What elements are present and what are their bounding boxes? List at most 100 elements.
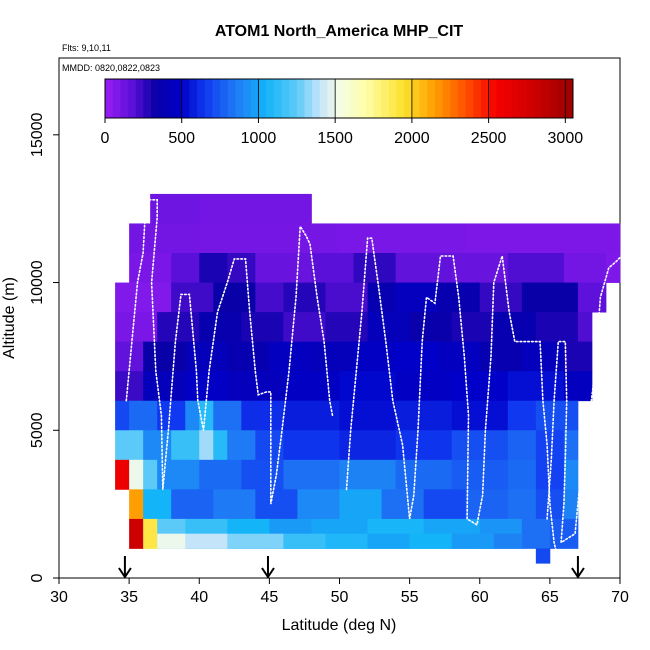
heatmap-cell <box>283 371 340 402</box>
y-tick-label: 10000 <box>29 260 46 305</box>
heatmap-cell <box>563 430 579 461</box>
colorbar-segment <box>250 79 259 118</box>
heatmap-cell <box>339 371 396 402</box>
heatmap-cell <box>171 253 200 283</box>
colorbar-segment <box>151 79 160 118</box>
heatmap-cell <box>171 430 200 461</box>
heatmap-cell <box>451 400 509 431</box>
heatmap-cell <box>465 223 621 254</box>
heatmap-cell <box>199 223 340 254</box>
colorbar-segment <box>358 79 367 118</box>
heatmap-cell <box>185 400 200 431</box>
colorbar-segment <box>158 79 167 118</box>
heatmap-cell <box>227 430 256 461</box>
heatmap-cell <box>115 282 172 313</box>
colorbar-segment <box>243 79 252 118</box>
colorbar-segment <box>112 79 121 118</box>
x-tick-label: 40 <box>190 589 208 606</box>
heatmap-cell <box>129 518 144 549</box>
colorbar-segment <box>220 79 229 118</box>
heatmap-cell <box>115 430 144 461</box>
heatmap-cell <box>199 253 228 283</box>
heatmap-cell <box>521 518 551 549</box>
colorbar-segment <box>128 79 137 118</box>
flight-tracks <box>125 199 623 562</box>
colorbar-segment <box>266 79 275 118</box>
colorbar-segment <box>519 79 528 118</box>
heatmap-cell <box>535 400 579 431</box>
heatmap-cell <box>241 400 284 431</box>
colorbar-segment <box>273 79 282 118</box>
heatmap-cell <box>409 533 453 549</box>
heatmap-cell <box>115 400 130 431</box>
heatmap-cell <box>423 489 467 520</box>
heatmap-cell <box>325 533 368 549</box>
colorbar-tick-label: 1000 <box>241 130 277 147</box>
heatmap-cell <box>129 223 200 254</box>
colorbar-segment <box>335 79 344 118</box>
colorbar-segment <box>212 79 221 118</box>
heatmap-cell <box>339 223 467 254</box>
dates-note: MMDD: 0820,0822,0823 <box>62 63 160 73</box>
heatmap-cell <box>311 341 354 372</box>
heatmap-cell <box>395 282 439 313</box>
x-tick-label: 60 <box>471 589 489 606</box>
flight-track-flight-9 <box>125 199 334 505</box>
heatmap-cell <box>437 341 481 372</box>
chart-title: ATOM1 North_America MHP_CIT <box>215 23 464 40</box>
heatmap-cell <box>339 400 396 431</box>
heatmap-cell <box>227 341 270 372</box>
heatmap-cell <box>507 459 537 490</box>
arrow-head <box>571 567 585 579</box>
heatmap-cell <box>171 489 214 520</box>
heatmap-cell <box>325 312 368 343</box>
heatmap-cell <box>255 282 284 313</box>
heatmap-cell <box>451 533 495 549</box>
flight-track-flight-11 <box>546 246 623 545</box>
x-tick-label: 65 <box>541 589 559 606</box>
colorbar-segment <box>465 79 474 118</box>
heatmap-cell <box>465 489 509 520</box>
heatmap-cell <box>479 341 523 372</box>
heatmap-cell <box>395 400 453 431</box>
heatmap-cell <box>577 312 593 343</box>
heatmap-cell <box>283 533 326 549</box>
heatmap-cells <box>115 193 621 564</box>
heatmap-cell <box>311 253 354 283</box>
heatmap-cell <box>535 430 565 461</box>
heatmap-cell <box>353 253 396 283</box>
heatmap-cell <box>199 312 242 343</box>
colorbar-segment <box>135 79 144 118</box>
colorbar-segment <box>381 79 390 118</box>
heatmap-cell <box>353 341 396 372</box>
colorbar-segment <box>503 79 513 118</box>
colorbar-segment <box>143 79 152 118</box>
heatmap-cell <box>157 533 186 549</box>
colorbar-segment <box>312 79 321 118</box>
heatmap-cell <box>199 193 312 224</box>
heatmap-cell <box>129 400 158 431</box>
heatmap-cell <box>451 312 495 343</box>
colorbar-segment <box>120 79 129 118</box>
colorbar-segment <box>304 79 313 118</box>
colorbar-segment <box>534 79 543 118</box>
colorbar-tick-label: 0 <box>101 130 110 147</box>
colorbar-segment <box>204 79 213 118</box>
heatmap-cell <box>199 459 242 490</box>
colorbar-segment <box>542 79 551 118</box>
colorbar-segment <box>227 79 236 118</box>
x-axis: 30 35 40 45 50 55 60 65 70 <box>50 578 629 606</box>
colorbar-segment <box>319 79 328 118</box>
colorbar-tick-label: 2500 <box>471 130 507 147</box>
heatmap-cell <box>451 459 509 490</box>
colorbar-segment <box>473 79 482 118</box>
x-axis-label: Latitude (deg N) <box>282 617 397 634</box>
heatmap-cell <box>199 430 214 461</box>
heatmap-cell <box>395 253 453 283</box>
x-tick-label: 30 <box>50 589 68 606</box>
heatmap-cell <box>129 459 144 490</box>
colorbar-segment <box>258 79 267 118</box>
colorbar-segment <box>235 79 244 118</box>
colorbar-segment <box>427 79 436 118</box>
heatmap-cell <box>297 489 340 520</box>
